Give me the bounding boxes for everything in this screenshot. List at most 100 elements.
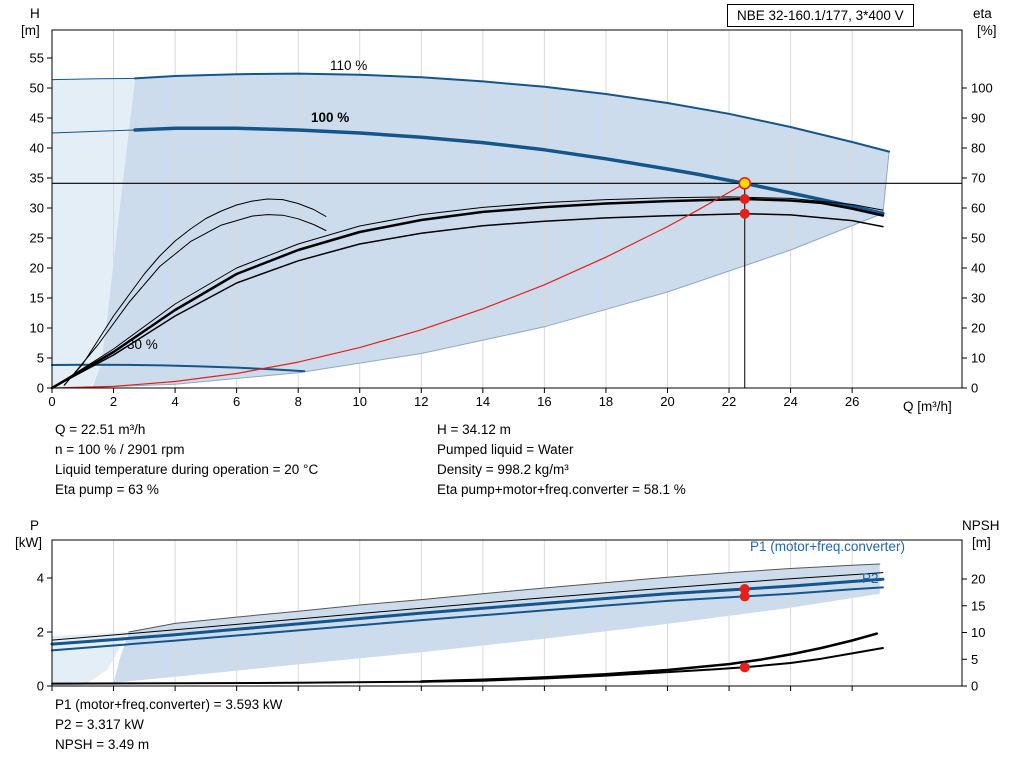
duty-info-left: Q = 22.51 m³/h n = 100 % / 2901 rpm Liqu… — [55, 420, 318, 500]
pump-model-title: NBE 32-160.1/177, 3*400 V — [727, 4, 914, 27]
y-right-tick-label: 90 — [971, 110, 985, 125]
y-right-tick-label: 80 — [971, 140, 985, 155]
info-flow: Q = 22.51 m³/h — [55, 422, 146, 437]
info-head: H = 34.12 m — [437, 422, 511, 437]
h-axis-label: H — [30, 6, 40, 21]
npsh-axis-unit: [m] — [972, 535, 991, 550]
y-left-tick-label: 25 — [30, 231, 44, 246]
system-curve — [51, 182, 746, 389]
info-p2: P2 = 3.317 kW — [55, 717, 144, 732]
eta-pump — [50, 197, 885, 390]
envelope-light — [52, 78, 136, 389]
y-left-tick-label: 0 — [37, 679, 44, 694]
info-temperature: Liquid temperature during operation = 20… — [55, 462, 319, 477]
y-left-tick-label: 0 — [37, 381, 44, 396]
curve-100-zeroflow — [51, 129, 136, 134]
info-speed: n = 100 % / 2901 rpm — [55, 442, 185, 457]
p2-point — [739, 591, 750, 602]
y-left-tick-label: 45 — [30, 111, 44, 126]
p1-upper-thin — [51, 572, 884, 641]
y-left-tick-label: 4 — [37, 570, 44, 585]
info-eta-pump: Eta pump = 63 % — [55, 482, 159, 497]
y-right-tick-label: 60 — [971, 200, 985, 215]
y-left-tick-label: 40 — [30, 141, 44, 156]
y-right-tick-label: 70 — [971, 170, 985, 185]
y-left-tick-label: 30 — [30, 201, 44, 216]
x-tick-label: 0 — [48, 394, 55, 409]
eta-axis-unit: [%] — [977, 23, 997, 38]
curve-100 — [133, 126, 885, 216]
q-axis-label: Q [m³/h] — [903, 399, 952, 414]
x-tick-label: 16 — [537, 394, 551, 409]
eta-reduced-speed — [63, 198, 327, 386]
power-info: P1 (motor+freq.converter) = 3.593 kW P2 … — [55, 695, 282, 755]
y-right-tick-label: 10 — [971, 350, 985, 365]
x-tick-label: 26 — [845, 394, 859, 409]
info-density: Density = 998.2 kg/m³ — [437, 462, 569, 477]
y-right-tick-label: 20 — [971, 572, 985, 587]
curve-110-zeroflow — [51, 77, 136, 81]
p2-curve — [51, 586, 884, 652]
curve-label-30pct: 30 % — [127, 337, 158, 352]
curve-label-110pct: 110 % — [330, 58, 368, 73]
npsh-axis-label: NPSH — [962, 518, 1000, 533]
x-tick-label: 22 — [722, 394, 736, 409]
eta-high-thin — [51, 196, 884, 389]
x-tick-label: 12 — [414, 394, 428, 409]
y-left-tick-label: 2 — [37, 624, 44, 639]
curve-label-p1: P1 (motor+freq.converter) — [750, 539, 905, 554]
npsh-110 — [420, 632, 879, 683]
p1-curve — [50, 577, 885, 646]
y-left-tick-label: 20 — [30, 261, 44, 276]
duty-info-right: H = 34.12 m Pumped liquid = Water Densit… — [437, 420, 686, 500]
envelope-main — [92, 73, 890, 388]
y-left-tick-label: 15 — [30, 291, 44, 306]
y-right-tick-label: 0 — [971, 679, 978, 694]
y-left-tick-label: 55 — [30, 51, 44, 66]
y-left-tick-label: 50 — [30, 81, 44, 96]
p-axis-unit: [kW] — [15, 535, 42, 550]
x-tick-label: 4 — [171, 394, 178, 409]
duty-point — [738, 176, 752, 190]
eta-pump-point — [739, 193, 750, 204]
y-right-tick-label: 100 — [971, 80, 993, 95]
x-tick-label: 20 — [660, 394, 674, 409]
curve-110 — [134, 72, 891, 153]
x-tick-label: 14 — [476, 394, 490, 409]
x-tick-label: 18 — [599, 394, 613, 409]
info-eta-total: Eta pump+motor+freq.converter = 58.1 % — [437, 482, 686, 497]
y-right-tick-label: 40 — [971, 260, 985, 275]
eta-reduced-speed-2 — [63, 214, 327, 386]
y-left-tick-label: 10 — [30, 321, 44, 336]
p-envelope-top-border — [128, 563, 881, 633]
envelope-bottom-border — [91, 151, 890, 388]
plot-frame — [51, 29, 963, 389]
y-left-tick-label: 35 — [30, 171, 44, 186]
x-tick-label: 24 — [783, 394, 797, 409]
npsh-point — [739, 662, 750, 673]
info-npsh: NPSH = 3.49 m — [55, 737, 150, 752]
hq-chart: 0 2 4 6 8 10 12 14 16 18 20 22 24 2605101520253035404… — [30, 29, 993, 409]
x-tick-label: 2 — [110, 394, 117, 409]
h-axis-unit: [m] — [21, 23, 40, 38]
curve-label-100pct: 100 % — [311, 110, 350, 125]
info-liquid: Pumped liquid = Water — [437, 442, 574, 457]
x-tick-label: 10 — [353, 394, 367, 409]
p1-point — [739, 583, 750, 594]
info-p1: P1 (motor+freq.converter) = 3.593 kW — [55, 697, 283, 712]
eta-axis-label: eta — [973, 6, 992, 21]
eta-total-point — [739, 208, 750, 219]
plot-frame — [51, 539, 963, 687]
npsh-100 — [51, 647, 884, 685]
y-left-tick-label: 5 — [37, 351, 44, 366]
y-right-tick-label: 10 — [971, 625, 985, 640]
p-axis-label: P — [30, 518, 40, 533]
y-right-tick-label: 0 — [971, 381, 978, 396]
eta-total — [51, 212, 884, 389]
y-right-tick-label: 15 — [971, 598, 985, 613]
y-right-tick-label: 20 — [971, 320, 985, 335]
x-tick-label: 6 — [233, 394, 240, 409]
y-right-tick-label: 5 — [971, 652, 978, 667]
